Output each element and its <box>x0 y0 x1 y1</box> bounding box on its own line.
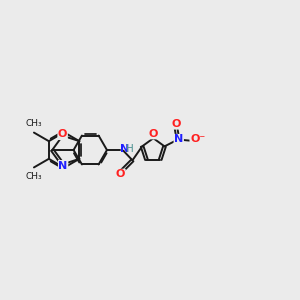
Text: N: N <box>174 134 183 145</box>
Text: O: O <box>58 130 67 140</box>
Text: CH₃: CH₃ <box>26 172 42 181</box>
Text: N: N <box>120 144 130 154</box>
Text: H: H <box>126 144 134 154</box>
Text: O⁻: O⁻ <box>190 134 205 145</box>
Text: O: O <box>148 129 158 139</box>
Text: O: O <box>171 119 181 129</box>
Text: O: O <box>116 169 125 179</box>
Text: CH₃: CH₃ <box>26 119 42 128</box>
Text: N: N <box>58 160 68 170</box>
